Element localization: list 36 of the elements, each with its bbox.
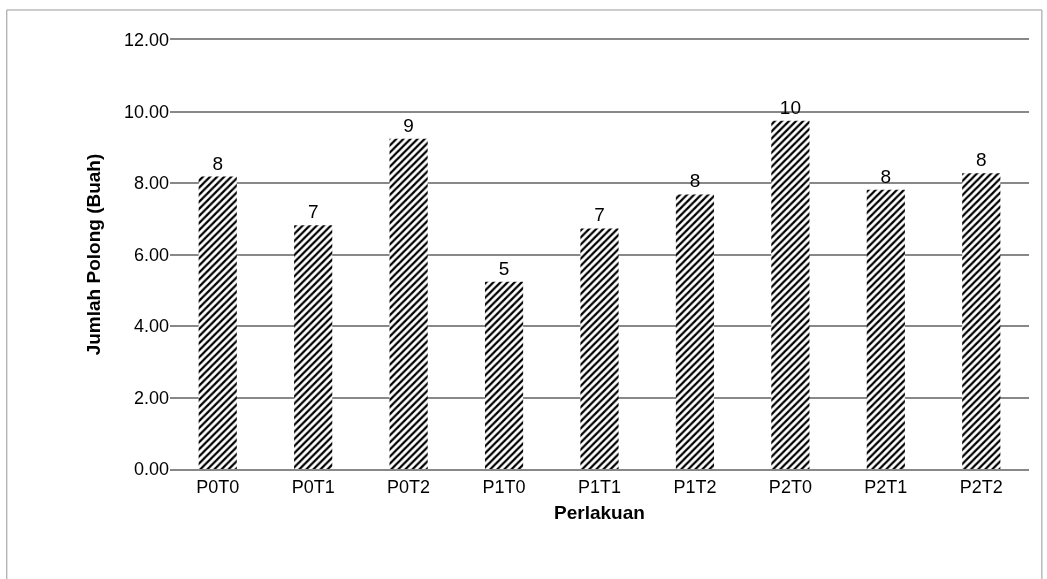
x-tick-label: P1T0 (482, 476, 526, 497)
bar (962, 173, 1001, 469)
y-tick-label: 2.00 (133, 387, 169, 408)
bar (580, 228, 619, 469)
data-label: 7 (594, 204, 605, 226)
x-tick-label: P2T2 (959, 476, 1003, 497)
data-label: 5 (498, 257, 510, 279)
x-tick-label: P0T2 (387, 476, 431, 497)
y-tick-label: 10.00 (123, 101, 169, 122)
data-label: 8 (212, 152, 224, 174)
y-axis-title: Jumlah Polong (Buah) (82, 153, 104, 356)
bar (389, 138, 428, 469)
data-label: 8 (689, 170, 701, 192)
y-tick-label: 6.00 (133, 244, 169, 265)
bar (198, 176, 237, 469)
x-tick-label: P0T0 (196, 476, 240, 497)
x-tick-label: P2T0 (768, 476, 812, 497)
data-label: 7 (307, 201, 319, 223)
data-label: 10 (779, 96, 801, 118)
x-tick-label: P1T1 (577, 476, 622, 497)
y-tick-label: 4.00 (133, 316, 169, 337)
bar (675, 194, 715, 469)
x-tick-label: P0T1 (291, 476, 335, 497)
bar (866, 189, 905, 469)
bar (771, 120, 810, 469)
x-tick-label: P2T1 (864, 476, 908, 497)
y-tick-label: 8.00 (133, 173, 169, 194)
y-tick-label: 12.00 (123, 30, 169, 51)
bar (484, 281, 524, 469)
bar (294, 225, 333, 469)
data-label: 9 (403, 114, 414, 136)
y-tick-label: 0.00 (133, 459, 169, 480)
x-axis-title: Perlakuan (554, 501, 645, 523)
x-tick-label: P1T2 (673, 476, 717, 497)
data-label: 8 (880, 165, 892, 187)
data-label: 8 (975, 149, 987, 171)
